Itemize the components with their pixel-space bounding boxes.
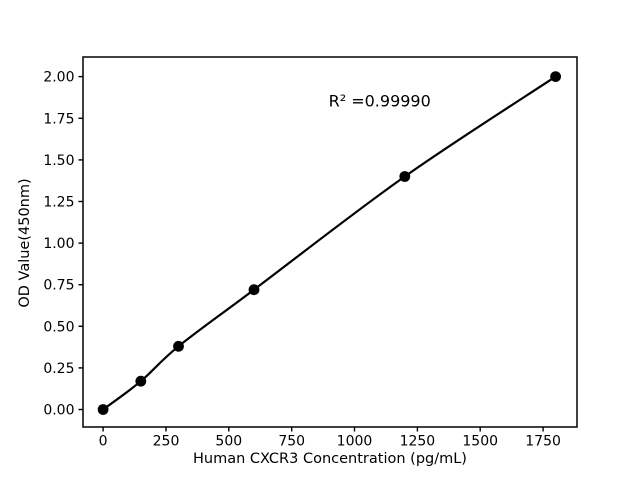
data-point-marker bbox=[97, 404, 109, 415]
y-tick-label: 1.00 bbox=[43, 236, 74, 252]
plot-border bbox=[82, 56, 578, 428]
y-tick-label: 1.25 bbox=[43, 195, 74, 211]
y-tick-label: 0.25 bbox=[43, 361, 74, 377]
r-squared-annotation: R² =0.99990 bbox=[328, 91, 431, 111]
data-point-marker bbox=[550, 71, 561, 82]
x-tick-label: 1250 bbox=[400, 434, 436, 450]
data-point-marker bbox=[248, 284, 260, 296]
y-tick-label: 1.50 bbox=[43, 153, 74, 169]
data-point-marker bbox=[399, 171, 411, 182]
x-tick-label: 1750 bbox=[525, 434, 561, 450]
y-axis-label: OD Value(450nm) bbox=[17, 178, 33, 308]
x-tick-label: 0 bbox=[99, 434, 108, 450]
data-point-marker bbox=[173, 340, 184, 352]
x-tick-label: 250 bbox=[153, 434, 180, 450]
x-tick-label: 1500 bbox=[462, 434, 498, 450]
y-tick-label: 1.75 bbox=[43, 111, 74, 127]
x-axis-label: Human CXCR3 Concentration (pg/mL) bbox=[193, 451, 467, 467]
x-tick-label: 500 bbox=[215, 434, 242, 450]
data-point-marker bbox=[135, 375, 147, 387]
y-tick-label: 2.00 bbox=[43, 70, 74, 86]
y-tick-label: 0.00 bbox=[43, 403, 74, 419]
y-tick-label: 0.50 bbox=[43, 319, 74, 335]
x-tick-label: 750 bbox=[278, 434, 305, 450]
y-tick-label: 0.75 bbox=[43, 278, 74, 294]
x-tick-label: 1000 bbox=[337, 434, 373, 450]
fit-line bbox=[102, 75, 557, 411]
